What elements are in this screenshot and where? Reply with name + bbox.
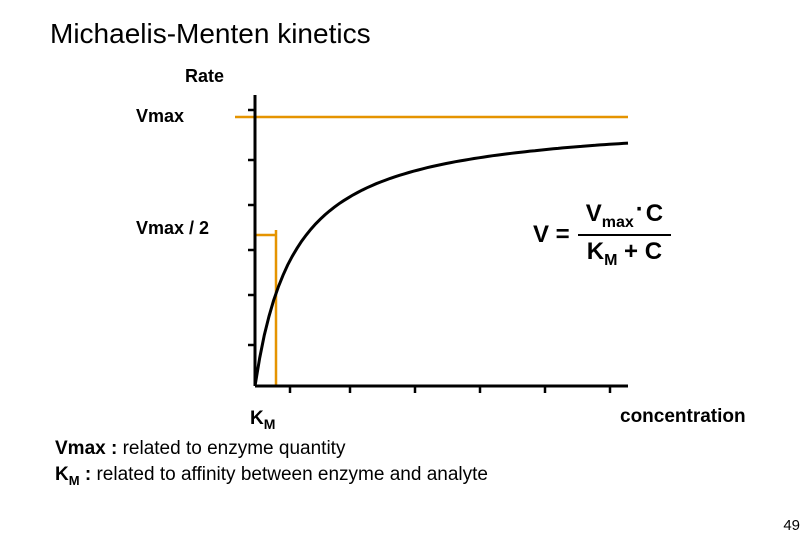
footer-notes: Vmax : related to enzyme quantity KM : r… (55, 436, 488, 489)
vmax-label: Vmax (136, 106, 184, 127)
page-number: 49 (783, 517, 800, 534)
kinetics-chart (230, 90, 630, 400)
xaxis-label: concentration (620, 406, 746, 428)
page-title: Michaelis-Menten kinetics (50, 18, 371, 50)
km-label: KM (250, 408, 275, 432)
footer-line-1: Vmax : related to enzyme quantity (55, 436, 488, 462)
footer-line-2: KM : related to affinity between enzyme … (55, 462, 488, 489)
yaxis-label: Rate (185, 66, 224, 87)
vmax-half-label: Vmax / 2 (136, 218, 209, 239)
